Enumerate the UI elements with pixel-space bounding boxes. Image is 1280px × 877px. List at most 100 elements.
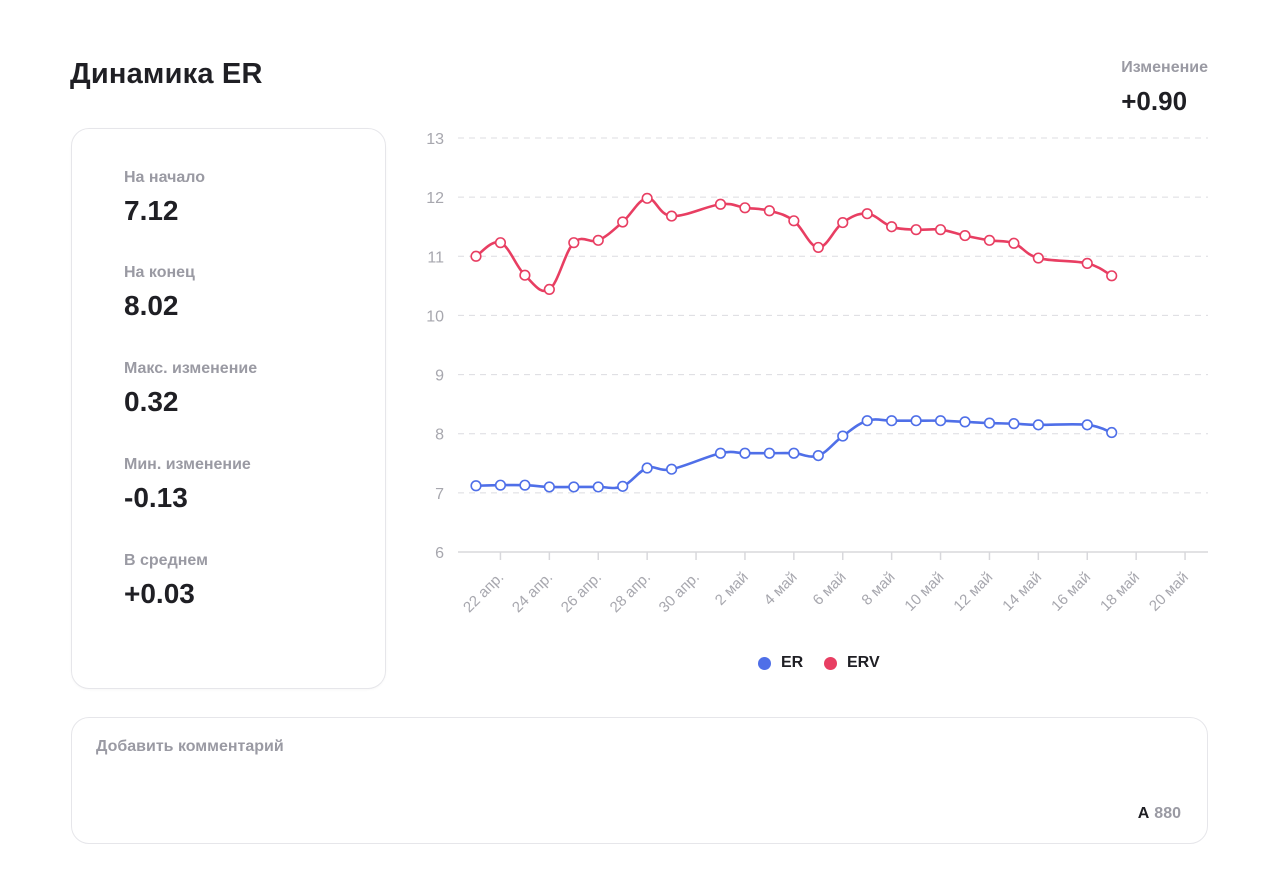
x-tick-label: 14 май [999, 569, 1045, 615]
data-point-erv [617, 216, 629, 228]
stat-value: -0.13 [124, 482, 188, 513]
data-point-er [568, 481, 580, 493]
data-point-erv [763, 205, 776, 217]
data-point-er [1081, 419, 1093, 431]
data-point-er [1106, 426, 1118, 439]
change-label: Изменение [1121, 59, 1208, 76]
legend-label-er: ER [781, 654, 804, 671]
data-point-er [714, 447, 727, 459]
stats-card: На начало 7.12 На конец 8.02 Макс. измен… [71, 128, 386, 689]
data-point-erv [1032, 252, 1044, 264]
data-point-er [910, 415, 922, 427]
x-tick-label: 30 апр. [656, 569, 703, 616]
data-point-er [617, 480, 629, 492]
x-tick-label: 20 май [1146, 569, 1192, 615]
data-point-erv [1106, 270, 1118, 282]
legend-label-erv: ERV [847, 654, 880, 671]
data-point-er [1032, 419, 1044, 431]
stat-value: +0.03 [124, 578, 195, 609]
x-tick-label: 4 май [761, 569, 801, 609]
y-tick-label: 6 [435, 545, 444, 562]
data-point-er [1008, 418, 1020, 430]
data-point-erv [494, 237, 507, 249]
data-point-erv [959, 229, 971, 242]
data-point-er [543, 481, 555, 493]
data-point-er [641, 462, 653, 474]
data-point-er [666, 463, 678, 475]
y-tick-label: 8 [435, 427, 444, 444]
change-summary: Изменение +0.90 [1121, 59, 1208, 117]
char-counter-value: 880 [1154, 805, 1181, 822]
data-point-er [861, 415, 873, 427]
data-point-er [788, 447, 800, 459]
data-point-er [812, 449, 824, 462]
data-point-er [592, 481, 604, 493]
y-tick-label: 7 [435, 486, 444, 503]
er-line-chart: 6 7 8 9 10 11 12 13 22 апр. 24 апр. 26 апр. 28 апр.… [426, 131, 1208, 616]
data-point-erv [714, 198, 727, 210]
data-point-erv [983, 234, 996, 246]
x-tick-label: 8 май [858, 569, 898, 609]
data-point-er [494, 479, 507, 491]
stat-label: На конец [124, 264, 195, 281]
data-point-er [470, 480, 482, 492]
data-point-erv [470, 250, 482, 262]
data-point-erv [934, 224, 947, 236]
data-point-er [739, 447, 751, 459]
data-point-erv [861, 208, 873, 220]
data-point-er [934, 415, 947, 427]
data-point-erv [1081, 257, 1093, 269]
x-tick-label: 16 май [1048, 569, 1094, 615]
text-size-icon: A [1137, 805, 1150, 822]
stat-value: 8.02 [124, 290, 179, 321]
stat-value: 0.32 [124, 386, 179, 417]
legend-item-erv[interactable]: ERV [824, 654, 880, 672]
change-value: +0.90 [1121, 86, 1188, 116]
x-tick-label: 6 май [810, 569, 850, 609]
data-point-erv [910, 224, 922, 236]
stat-label: На начало [124, 169, 205, 186]
x-tick-label: 2 май [712, 569, 752, 609]
data-point-erv [1008, 237, 1020, 249]
x-tick-label: 22 апр. [460, 569, 507, 616]
y-tick-label: 10 [426, 308, 444, 325]
data-point-er [763, 447, 776, 459]
data-point-erv [739, 202, 751, 214]
y-tick-label: 9 [435, 368, 444, 385]
stat-end: На конец 8.02 [124, 264, 195, 322]
stat-label: Мин. изменение [124, 456, 251, 473]
stat-start: На начало 7.12 [124, 169, 205, 227]
y-tick-label: 12 [426, 190, 444, 207]
stat-label: Макс. изменение [124, 360, 258, 377]
stat-max-change: Макс. изменение 0.32 [124, 360, 257, 418]
stat-value: 7.12 [124, 195, 179, 226]
stat-average: В среднем +0.03 [124, 552, 208, 610]
x-tick-label: 26 апр. [558, 569, 605, 616]
data-point-erv [666, 210, 678, 222]
x-tick-label: 24 апр. [509, 569, 556, 616]
y-tick-label: 11 [427, 249, 444, 266]
page-title: Динамика ER [70, 58, 263, 90]
data-point-erv [886, 221, 898, 233]
legend-dot-er [758, 656, 771, 670]
stat-min-change: Мин. изменение -0.13 [124, 456, 251, 514]
data-point-erv [812, 241, 824, 254]
comment-input[interactable] [96, 738, 1176, 798]
y-tick-label: 13 [426, 131, 444, 148]
data-point-erv [592, 234, 604, 246]
x-tick-label: 18 май [1097, 569, 1143, 615]
data-point-erv [543, 283, 555, 296]
legend-dot-erv [824, 656, 837, 670]
data-point-erv [568, 237, 580, 249]
data-point-erv [641, 192, 653, 204]
x-tick-label: 10 май [901, 569, 947, 615]
char-counter: A 880 [1138, 805, 1181, 823]
data-point-er [959, 416, 971, 428]
data-point-er [519, 479, 531, 491]
data-point-erv [519, 269, 531, 281]
legend-item-er[interactable]: ER [758, 654, 803, 672]
data-point-er [886, 415, 898, 427]
x-tick-label: 28 апр. [607, 569, 654, 616]
data-point-er [983, 417, 996, 429]
